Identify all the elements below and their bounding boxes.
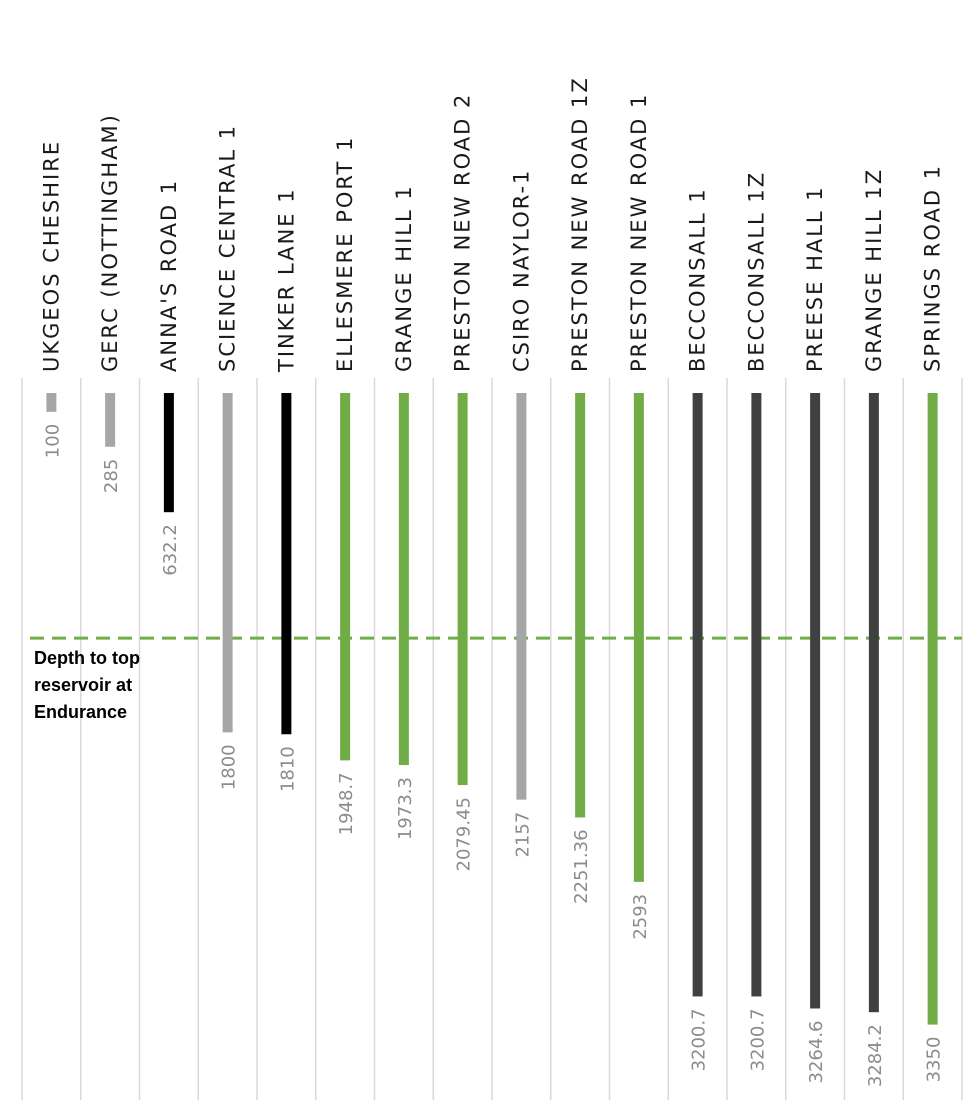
value-label: 3200.7 xyxy=(689,1008,710,1071)
value-label: 3200.7 xyxy=(747,1008,768,1071)
bar xyxy=(751,393,762,997)
bar xyxy=(868,393,879,1013)
category-label: ELLESMERE PORT 1 xyxy=(333,136,357,372)
bar xyxy=(575,393,586,818)
value-labels: 100 285 632.2 1800 1810 1948.7 1973.3 2079.45 21… xyxy=(42,424,944,1087)
category-label: PRESTON NEW ROAD 1Z xyxy=(568,76,592,372)
category-label: SCIENCE CENTRAL 1 xyxy=(216,124,240,372)
bars xyxy=(46,393,938,1025)
value-label: 1948.7 xyxy=(336,772,357,835)
value-label: 1800 xyxy=(219,744,240,790)
bar xyxy=(457,393,468,786)
value-label: 1973.3 xyxy=(395,777,416,840)
category-label: ANNA'S ROAD 1 xyxy=(157,179,181,372)
reservoir-depth-annotation: Depth to top reservoir at Endurance xyxy=(34,648,140,722)
category-label: BECCONSALL 1 xyxy=(686,187,710,372)
value-label: 3264.6 xyxy=(806,1020,827,1083)
category-label: CSIRO NAYLOR-1 xyxy=(509,169,533,372)
value-label: 2251.36 xyxy=(571,829,592,903)
value-label: 632.2 xyxy=(160,524,181,576)
bar xyxy=(105,393,116,447)
gridlines xyxy=(21,378,963,1100)
bar xyxy=(810,393,821,1009)
bar xyxy=(222,393,233,733)
bar xyxy=(927,393,938,1025)
bar xyxy=(633,393,644,882)
value-label: 285 xyxy=(101,459,122,493)
bar xyxy=(46,393,57,412)
category-label: PREESE HALL 1 xyxy=(803,185,827,372)
bar xyxy=(163,393,174,513)
category-label: GRANGE HILL 1Z xyxy=(862,168,886,372)
category-label: TINKER LANE 1 xyxy=(274,187,298,373)
bar xyxy=(692,393,703,997)
value-label: 2157 xyxy=(512,812,533,858)
category-label: GERC (NOTTINGHAM) xyxy=(98,113,122,372)
bar xyxy=(516,393,527,800)
category-label: SPRINGS ROAD 1 xyxy=(921,164,945,372)
value-label: 2079.45 xyxy=(454,797,475,871)
category-label: UKGEOS CHESHIRE xyxy=(39,140,63,372)
value-label: 1810 xyxy=(277,746,298,792)
value-label: 3350 xyxy=(924,1037,945,1083)
category-label: BECCONSALL 1Z xyxy=(744,171,768,372)
category-label: PRESTON NEW ROAD 2 xyxy=(451,93,475,372)
bar xyxy=(281,393,292,735)
bar xyxy=(398,393,409,766)
value-label: 100 xyxy=(42,424,63,458)
value-label: 2593 xyxy=(630,894,651,940)
bar xyxy=(340,393,351,761)
category-label: PRESTON NEW ROAD 1 xyxy=(627,93,651,372)
category-labels: UKGEOS CHESHIRE GERC (NOTTINGHAM) ANNA'S R… xyxy=(39,76,944,373)
value-label: 3284.2 xyxy=(865,1024,886,1087)
category-label: GRANGE HILL 1 xyxy=(392,184,416,372)
